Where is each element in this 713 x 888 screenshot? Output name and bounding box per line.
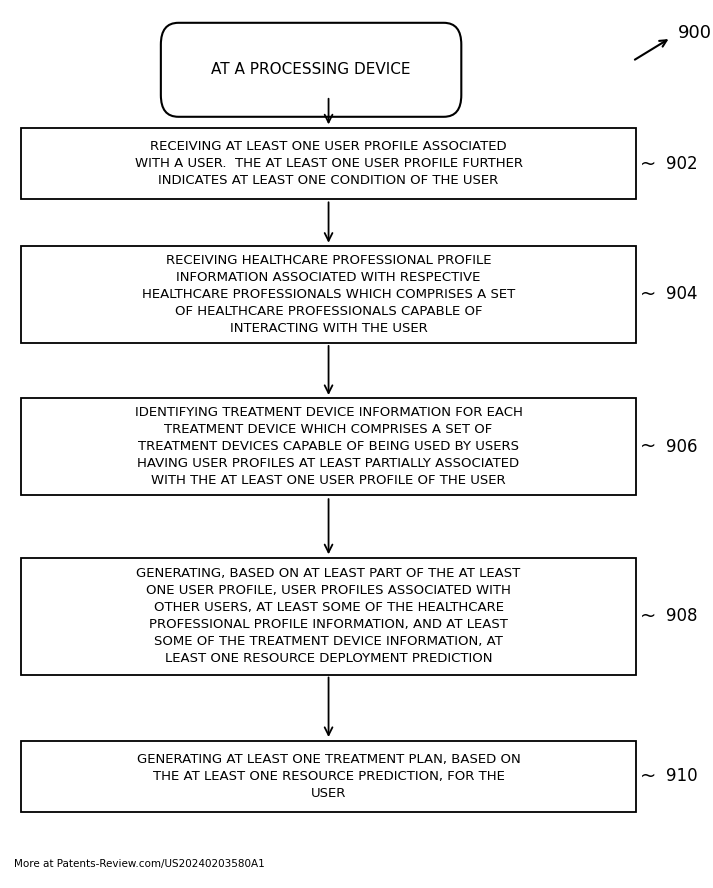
- Text: GENERATING AT LEAST ONE TREATMENT PLAN, BASED ON
THE AT LEAST ONE RESOURCE PREDI: GENERATING AT LEAST ONE TREATMENT PLAN, …: [137, 753, 520, 800]
- Text: ~: ~: [640, 437, 656, 456]
- Text: RECEIVING AT LEAST ONE USER PROFILE ASSOCIATED
WITH A USER.  THE AT LEAST ONE US: RECEIVING AT LEAST ONE USER PROFILE ASSO…: [135, 140, 523, 187]
- Text: ~: ~: [640, 285, 656, 304]
- Text: ~: ~: [640, 607, 656, 626]
- FancyBboxPatch shape: [21, 128, 636, 200]
- FancyBboxPatch shape: [21, 558, 636, 675]
- FancyBboxPatch shape: [21, 741, 636, 813]
- FancyBboxPatch shape: [21, 246, 636, 343]
- FancyBboxPatch shape: [161, 23, 461, 117]
- Text: RECEIVING HEALTHCARE PROFESSIONAL PROFILE
INFORMATION ASSOCIATED WITH RESPECTIVE: RECEIVING HEALTHCARE PROFESSIONAL PROFIL…: [142, 254, 515, 335]
- Text: ~: ~: [640, 155, 656, 173]
- Text: 904: 904: [666, 285, 697, 304]
- FancyBboxPatch shape: [21, 398, 636, 496]
- Text: 900: 900: [678, 24, 712, 43]
- Text: 902: 902: [666, 155, 697, 173]
- Text: IDENTIFYING TREATMENT DEVICE INFORMATION FOR EACH
TREATMENT DEVICE WHICH COMPRIS: IDENTIFYING TREATMENT DEVICE INFORMATION…: [135, 406, 523, 488]
- Text: AT A PROCESSING DEVICE: AT A PROCESSING DEVICE: [211, 62, 411, 77]
- Text: 910: 910: [666, 767, 697, 785]
- Text: 906: 906: [666, 438, 697, 456]
- Text: ~: ~: [640, 767, 656, 786]
- Text: 908: 908: [666, 607, 697, 625]
- Text: GENERATING, BASED ON AT LEAST PART OF THE AT LEAST
ONE USER PROFILE, USER PROFIL: GENERATING, BASED ON AT LEAST PART OF TH…: [136, 567, 520, 665]
- Text: More at Patents-Review.com/US20240203580A1: More at Patents-Review.com/US20240203580…: [14, 859, 265, 868]
